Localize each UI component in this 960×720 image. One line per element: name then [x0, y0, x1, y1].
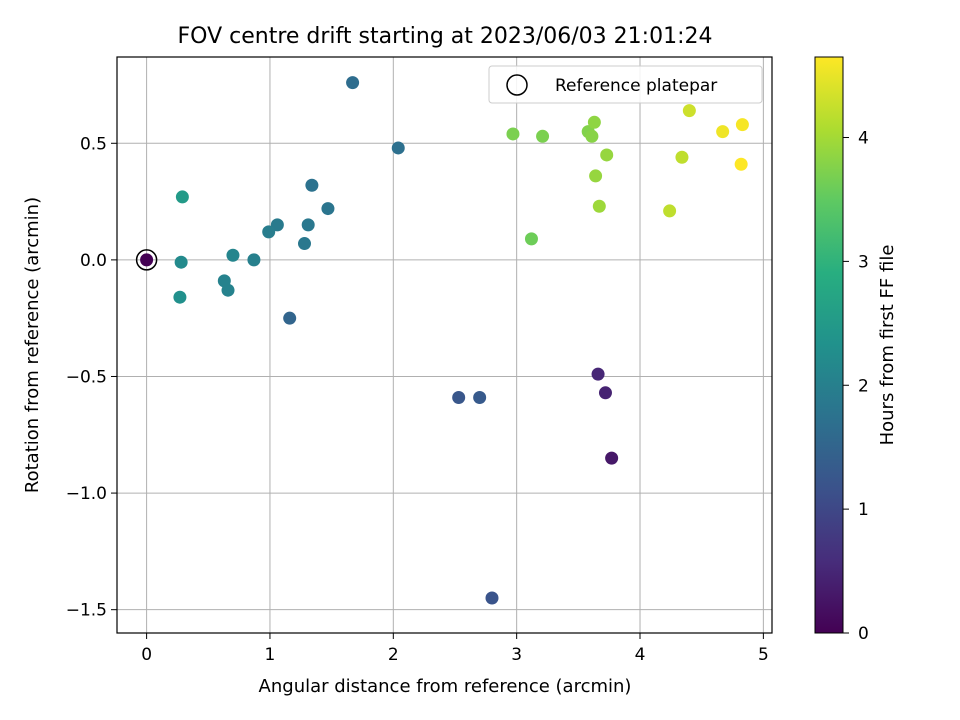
- data-point: [716, 125, 730, 139]
- data-point: [592, 199, 606, 213]
- colorbar-tick-label: 4: [858, 129, 869, 149]
- data-point: [682, 104, 696, 118]
- data-point: [485, 591, 499, 605]
- y-axis-ticks: −1.5 −1.0 −0.5 0.0 0.5: [66, 134, 117, 621]
- colorbar-tick-label: 0: [858, 624, 869, 644]
- data-point: [140, 253, 154, 267]
- data-points: [135, 76, 749, 605]
- plot-frame: [116, 56, 773, 634]
- x-axis-ticks: 0 1 2 3 4 5: [141, 633, 769, 665]
- data-point: [321, 202, 335, 216]
- data-point: [391, 141, 405, 155]
- y-tick-label: 0.5: [80, 134, 107, 154]
- data-point: [283, 311, 297, 325]
- legend-marker: [506, 74, 528, 96]
- data-point: [452, 390, 466, 404]
- x-tick-label: 1: [265, 645, 276, 665]
- colorbar-tick-label: 3: [858, 252, 869, 272]
- data-point: [174, 255, 188, 269]
- chart-title: FOV centre drift starting at 2023/06/03 …: [178, 24, 713, 49]
- data-point: [217, 274, 231, 288]
- legend: Reference platepar: [488, 65, 763, 104]
- data-point: [735, 118, 749, 132]
- data-point: [262, 225, 276, 239]
- colorbar-gradient: [814, 56, 844, 634]
- data-point: [270, 218, 284, 232]
- grid-lines: [117, 57, 772, 633]
- data-point: [585, 129, 599, 143]
- colorbar-tick-label: 1: [858, 500, 869, 520]
- data-point: [734, 157, 748, 171]
- colorbar: 0 1 2 3 4 Hours from first FF file: [814, 56, 898, 644]
- legend-box: [488, 65, 763, 104]
- data-point: [473, 390, 487, 404]
- data-point: [297, 237, 311, 251]
- x-tick-label: 2: [388, 645, 399, 665]
- data-point: [605, 451, 619, 465]
- data-point: [589, 169, 603, 183]
- y-tick-label: 0.0: [80, 251, 107, 271]
- colorbar-label: Hours from first FF file: [877, 245, 898, 446]
- colorbar-tick-label: 2: [858, 376, 869, 396]
- data-point: [598, 386, 612, 400]
- data-point: [247, 253, 261, 267]
- y-tick-label: −0.5: [66, 367, 107, 387]
- data-point: [591, 367, 605, 381]
- data-point: [346, 76, 360, 90]
- data-point: [175, 190, 189, 204]
- data-point: [663, 204, 677, 218]
- x-tick-label: 4: [635, 645, 646, 665]
- data-point: [536, 129, 550, 143]
- x-tick-label: 5: [758, 645, 769, 665]
- x-tick-label: 3: [511, 645, 522, 665]
- data-point: [173, 290, 187, 304]
- data-point: [305, 178, 319, 192]
- y-tick-label: −1.5: [66, 601, 107, 621]
- data-point: [226, 248, 240, 262]
- data-point: [587, 115, 601, 129]
- data-point: [506, 127, 520, 141]
- data-point: [301, 218, 315, 232]
- x-axis-label: Angular distance from reference (arcmin): [259, 676, 632, 697]
- reference-platepar-marker: [135, 249, 158, 271]
- data-point: [524, 232, 538, 246]
- y-axis-label: Rotation from reference (arcmin): [22, 197, 43, 493]
- colorbar-ticks: 0 1 2 3 4: [843, 129, 869, 644]
- data-point: [675, 150, 689, 164]
- data-point: [600, 148, 614, 162]
- legend-entry: Reference platepar: [555, 76, 717, 96]
- y-tick-label: −1.0: [66, 484, 107, 504]
- x-tick-label: 0: [141, 645, 152, 665]
